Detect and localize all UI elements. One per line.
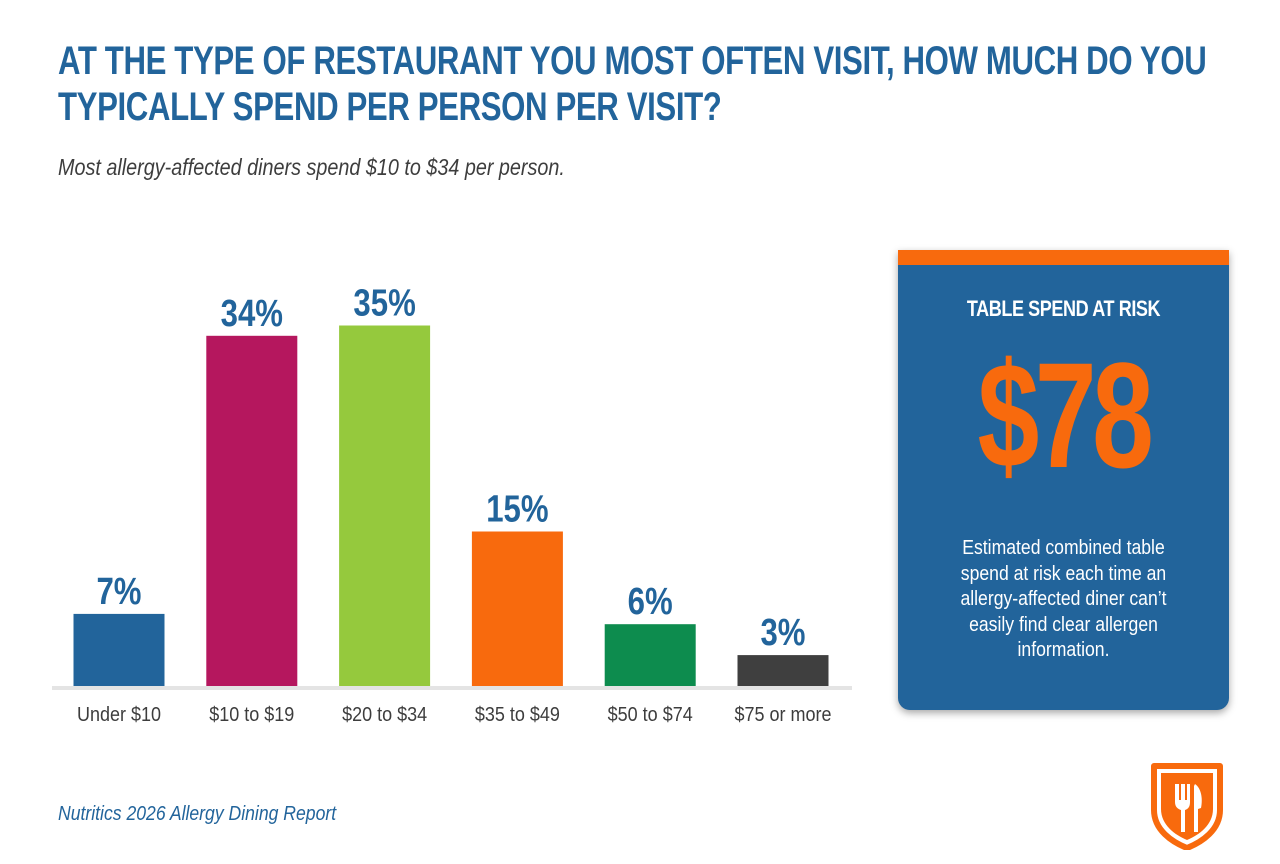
- category-label: $10 to $19: [209, 704, 294, 726]
- category-label: $20 to $34: [342, 704, 427, 726]
- bar-2: [206, 335, 298, 686]
- bar-1: [73, 613, 165, 686]
- page-title: AT THE TYPE OF RESTAURANT YOU MOST OFTEN…: [58, 39, 1207, 129]
- category-label: $75 or more: [734, 704, 831, 726]
- table-spend-panel: TABLE SPEND AT RISK $78 Estimated combin…: [898, 250, 1229, 710]
- bar-value-label: 15%: [486, 489, 548, 531]
- bar-5: [604, 624, 696, 686]
- bar-value-label: 6%: [628, 581, 673, 623]
- bar-6: [737, 655, 829, 686]
- category-label: $35 to $49: [475, 704, 560, 726]
- bar-chart: 7% Under $10 34% $10 to $19 35% $20 to $34 15%…: [52, 283, 852, 726]
- panel-description-text: Estimated combined table spend at risk e…: [960, 537, 1167, 661]
- bar-4: [471, 531, 563, 686]
- panel-accent-bar: [898, 250, 1229, 265]
- shield-fork-knife-icon: [1151, 763, 1223, 850]
- bar-value-label: 3%: [760, 612, 805, 654]
- panel-value: $78: [977, 331, 1154, 499]
- bar-3: [339, 325, 431, 686]
- bar-value-label: 34%: [221, 293, 283, 335]
- panel-heading: TABLE SPEND AT RISK: [966, 296, 1161, 321]
- category-label: Under $10: [77, 704, 161, 726]
- category-label: $50 to $74: [608, 704, 693, 726]
- bar-value-label: 7%: [96, 571, 141, 613]
- page-subtitle: Most allergy-affected diners spend $10 t…: [58, 154, 565, 180]
- panel-description: Estimated combined table spend at risk e…: [926, 536, 1201, 664]
- footer-source: Nutritics 2026 Allergy Dining Report: [58, 803, 337, 825]
- bar-value-label: 35%: [353, 283, 415, 325]
